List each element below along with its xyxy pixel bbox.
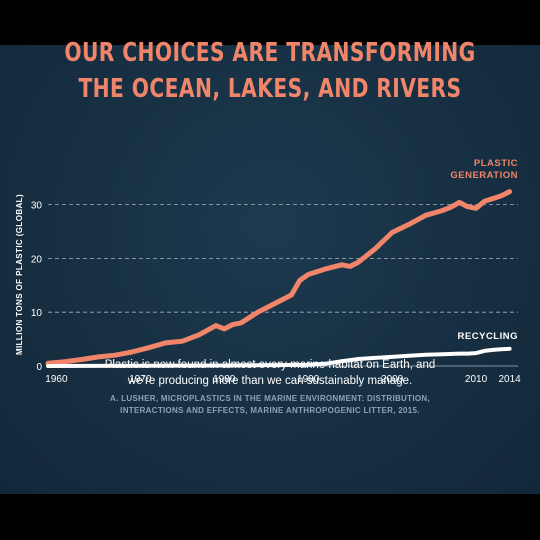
source-line-2: INTERACTIONS AND EFFECTS, MARINE ANTHROP… <box>120 406 420 415</box>
page-title: OUR CHOICES ARE TRANSFORMING THE OCEAN, … <box>59 35 480 107</box>
caption-line-2: we’re producing more than we can sustain… <box>127 375 413 387</box>
title-line-2: THE OCEAN, LAKES, AND RIVERS <box>78 74 462 104</box>
y-tick-label: 10 <box>31 308 43 319</box>
x-tick-label: 2010 <box>465 374 488 385</box>
y-axis-label: MILLION TONS OF PLASTIC (GLOBAL) <box>15 194 24 355</box>
x-tick-label: 1960 <box>45 374 68 385</box>
y-tick-label: 30 <box>31 201 43 212</box>
series-line-plastic-generation <box>45 189 513 366</box>
x-tick-label: 2014 <box>498 374 521 385</box>
series-label: GENERATION <box>450 170 518 181</box>
x-tick-label: 1970 <box>129 374 152 385</box>
series-label: RECYCLING <box>458 331 518 342</box>
title-line-1: OUR CHOICES ARE TRANSFORMING <box>64 38 476 68</box>
x-tick-label: 1980 <box>213 374 236 385</box>
x-tick-label: 2000 <box>381 374 404 385</box>
y-tick-label: 0 <box>36 362 42 373</box>
series-label: PLASTIC <box>474 158 518 169</box>
caption-line-1: Plastic is now found in almost every mar… <box>104 359 436 371</box>
source-line-1: A. LUSHER, MICROPLASTICS IN THE MARINE E… <box>110 394 430 403</box>
source-citation: A. LUSHER, MICROPLASTICS IN THE MARINE E… <box>0 393 540 417</box>
y-tick-label: 20 <box>31 254 43 265</box>
series-line-recycling <box>46 346 512 368</box>
infographic-panel <box>0 45 540 494</box>
caption: Plastic is now found in almost every mar… <box>0 357 540 389</box>
x-tick-label: 1990 <box>297 374 320 385</box>
